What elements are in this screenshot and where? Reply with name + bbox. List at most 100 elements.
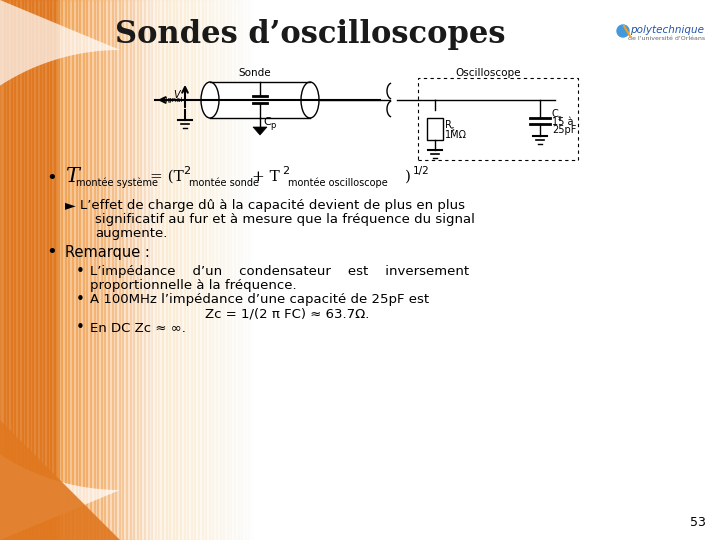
Bar (4, 0, 8, 540)
Text: En DC Zᴄ ≈ ∞.: En DC Zᴄ ≈ ∞. (90, 321, 186, 334)
Bar (234, 0, 238, 540)
Bar (58, 0, 62, 540)
Bar (72, 0, 76, 540)
Bar (140, 0, 145, 540)
Text: 1MΩ: 1MΩ (445, 130, 467, 140)
Bar (230, 0, 235, 540)
Text: Zᴄ = 1/(2 π FC) ≈ 63.7Ω.: Zᴄ = 1/(2 π FC) ≈ 63.7Ω. (205, 307, 369, 321)
Bar (86, 0, 91, 540)
Text: ►: ► (65, 198, 76, 212)
Text: •: • (76, 293, 84, 307)
Text: 1/2: 1/2 (413, 166, 430, 176)
Bar (119, 0, 123, 540)
Bar (104, 0, 109, 540)
Polygon shape (253, 127, 267, 135)
Text: R: R (445, 120, 452, 130)
Bar (191, 0, 195, 540)
Polygon shape (0, 0, 120, 540)
Text: proportionnelle à la fréquence.: proportionnelle à la fréquence. (90, 279, 297, 292)
Bar (210, 82, 310, 118)
Text: ): ) (405, 170, 411, 184)
Bar (32, 0, 37, 540)
Bar (11, 0, 15, 540)
Text: L’effet de charge dû à la capacité devient de plus en plus: L’effet de charge dû à la capacité devie… (80, 199, 465, 212)
Bar (169, 0, 174, 540)
Bar (25, 0, 30, 540)
Bar (65, 0, 69, 540)
Text: •: • (76, 265, 84, 280)
Text: A 100MHz l’impédance d’une capacité de 25pF est: A 100MHz l’impédance d’une capacité de 2… (90, 294, 429, 307)
Bar (212, 0, 217, 540)
Bar (166, 0, 170, 540)
Bar (238, 0, 242, 540)
Bar (108, 0, 112, 540)
Bar (133, 0, 138, 540)
Bar (151, 0, 156, 540)
Bar (61, 0, 66, 540)
Text: 15 à: 15 à (552, 117, 574, 127)
Bar (112, 0, 116, 540)
Text: Sondes d’oscilloscopes: Sondes d’oscilloscopes (114, 19, 505, 51)
Text: C: C (552, 109, 559, 119)
Bar (29, 0, 33, 540)
Text: 25pF: 25pF (552, 125, 577, 135)
Bar (40, 0, 44, 540)
Text: montée oscilloscope: montée oscilloscope (288, 178, 388, 188)
Bar (47, 0, 51, 540)
Text: 2: 2 (282, 166, 289, 176)
Bar (198, 0, 202, 540)
Bar (245, 0, 249, 540)
Ellipse shape (301, 82, 319, 118)
Bar (130, 0, 134, 540)
Bar (162, 0, 166, 540)
Bar (83, 0, 87, 540)
Text: •: • (47, 169, 58, 187)
Bar (180, 0, 184, 540)
Bar (220, 0, 224, 540)
Text: polytechnique: polytechnique (630, 25, 704, 35)
Bar (36, 0, 40, 540)
Text: V: V (174, 90, 180, 100)
Bar (122, 0, 127, 540)
Text: C: C (263, 117, 271, 127)
Bar (223, 0, 228, 540)
Bar (76, 0, 80, 540)
Bar (216, 0, 220, 540)
Text: Sonde: Sonde (239, 68, 271, 78)
Text: + T: + T (252, 170, 280, 184)
Bar (68, 0, 73, 540)
Text: T: T (65, 167, 79, 186)
Bar (187, 0, 192, 540)
Bar (202, 0, 206, 540)
Bar (126, 0, 130, 540)
Bar (79, 0, 84, 540)
Bar (43, 0, 48, 540)
Text: Signal: Signal (161, 97, 183, 103)
Bar (148, 0, 152, 540)
Bar (50, 0, 55, 540)
Bar (418, 78, 578, 160)
Text: montée système: montée système (76, 178, 158, 188)
Text: = (T: = (T (150, 170, 184, 184)
Bar (176, 0, 181, 540)
Circle shape (617, 25, 629, 37)
Text: •: • (76, 321, 84, 335)
Bar (54, 0, 58, 540)
Bar (158, 0, 163, 540)
Bar (97, 0, 102, 540)
Bar (144, 0, 148, 540)
Text: 2: 2 (183, 166, 190, 176)
Bar (22, 0, 26, 540)
Bar (227, 0, 231, 540)
Bar (248, 0, 253, 540)
Text: s: s (451, 126, 454, 132)
Text: 53: 53 (690, 516, 706, 529)
Text: de l'université d'Orléans: de l'université d'Orléans (628, 36, 705, 40)
Text: p: p (270, 122, 275, 131)
Bar (0, 0, 4, 540)
Bar (205, 0, 210, 540)
Bar (173, 0, 177, 540)
Text: s: s (558, 115, 562, 121)
Text: •: • (47, 243, 58, 261)
Bar (94, 0, 98, 540)
